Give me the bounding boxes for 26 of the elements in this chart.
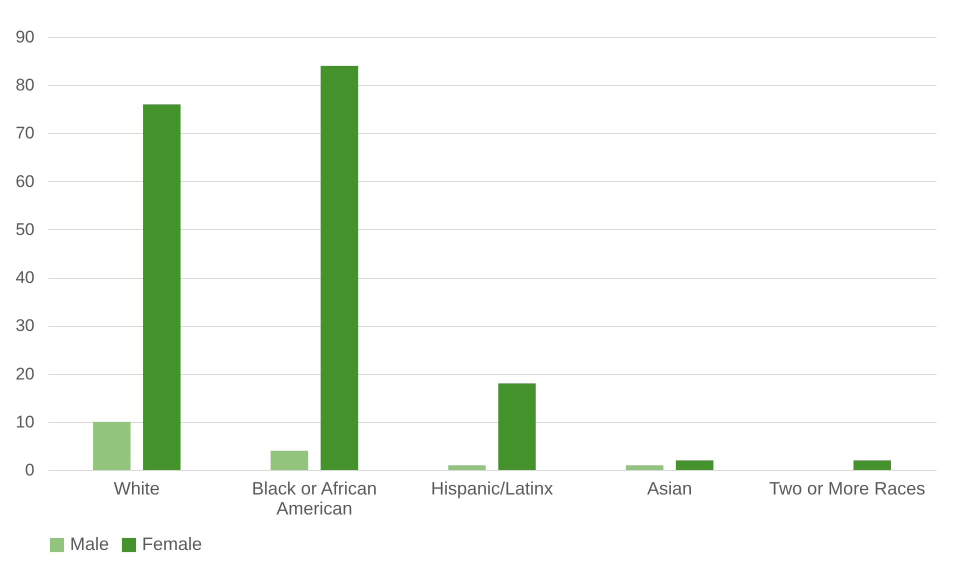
y-tick-label: 90 xyxy=(16,28,34,46)
y-tick-label: 0 xyxy=(25,460,34,480)
x-tick-label: White xyxy=(114,478,160,498)
bar xyxy=(853,460,891,470)
bar xyxy=(143,104,181,470)
bar xyxy=(93,422,131,470)
y-tick-label: 60 xyxy=(16,172,34,191)
y-tick-label: 70 xyxy=(16,124,34,143)
bar xyxy=(626,465,664,470)
bar xyxy=(270,450,308,470)
legend-label: Female xyxy=(142,534,202,554)
x-tick-label: Two or More Races xyxy=(769,478,926,498)
y-tick-label: 80 xyxy=(16,76,34,95)
y-tick-label: 30 xyxy=(16,316,34,336)
bar xyxy=(448,465,486,470)
x-tick-label: Asian xyxy=(647,478,692,498)
bar xyxy=(320,66,358,470)
legend-label: Male xyxy=(70,534,110,554)
y-tick-label: 10 xyxy=(16,412,34,432)
y-tick-label: 40 xyxy=(16,268,34,288)
y-tick-label: 20 xyxy=(16,364,34,384)
x-tick-label: Hispanic/Latinx xyxy=(430,478,554,498)
x-tick-label: Black or African American xyxy=(252,478,377,518)
bar xyxy=(498,383,536,470)
y-tick-label: 50 xyxy=(16,220,34,239)
bar xyxy=(676,460,714,470)
